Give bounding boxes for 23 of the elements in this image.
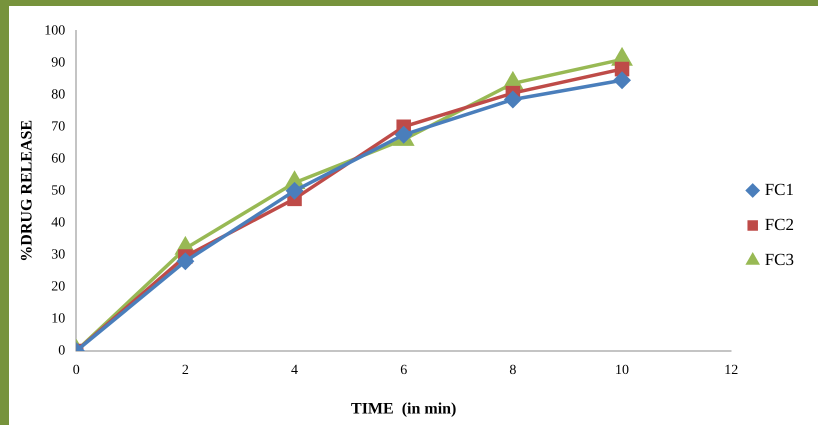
y-tick-label: 90 — [51, 55, 66, 70]
y-tick-label: 80 — [51, 87, 66, 102]
y-tick-label: 100 — [44, 23, 66, 38]
y-tick-label: 30 — [51, 248, 66, 263]
x-tick-label: 6 — [400, 363, 408, 378]
legend-label: FC2 — [764, 214, 794, 234]
x-tick-label: 8 — [509, 363, 516, 378]
x-axis-title: TIME (in min) — [351, 400, 456, 418]
y-tick-label: 0 — [58, 344, 66, 359]
x-tick-label: 0 — [72, 363, 80, 378]
y-tick-label: 40 — [51, 216, 66, 231]
y-tick-label: 20 — [51, 280, 66, 295]
x-tick-label: 2 — [182, 363, 189, 378]
x-tick-label: 4 — [291, 363, 298, 378]
y-tick-label: 50 — [51, 183, 66, 198]
y-axis-title: %DRUG RELEASE — [18, 120, 36, 262]
x-tick-label: 12 — [724, 363, 738, 378]
x-tick-label: 10 — [615, 363, 630, 378]
y-tick-label: 60 — [51, 151, 66, 166]
y-tick-label: 10 — [51, 312, 66, 327]
y-tick-label: 70 — [51, 119, 66, 134]
legend-label: FC3 — [764, 250, 794, 269]
legend-label: FC1 — [764, 180, 794, 199]
